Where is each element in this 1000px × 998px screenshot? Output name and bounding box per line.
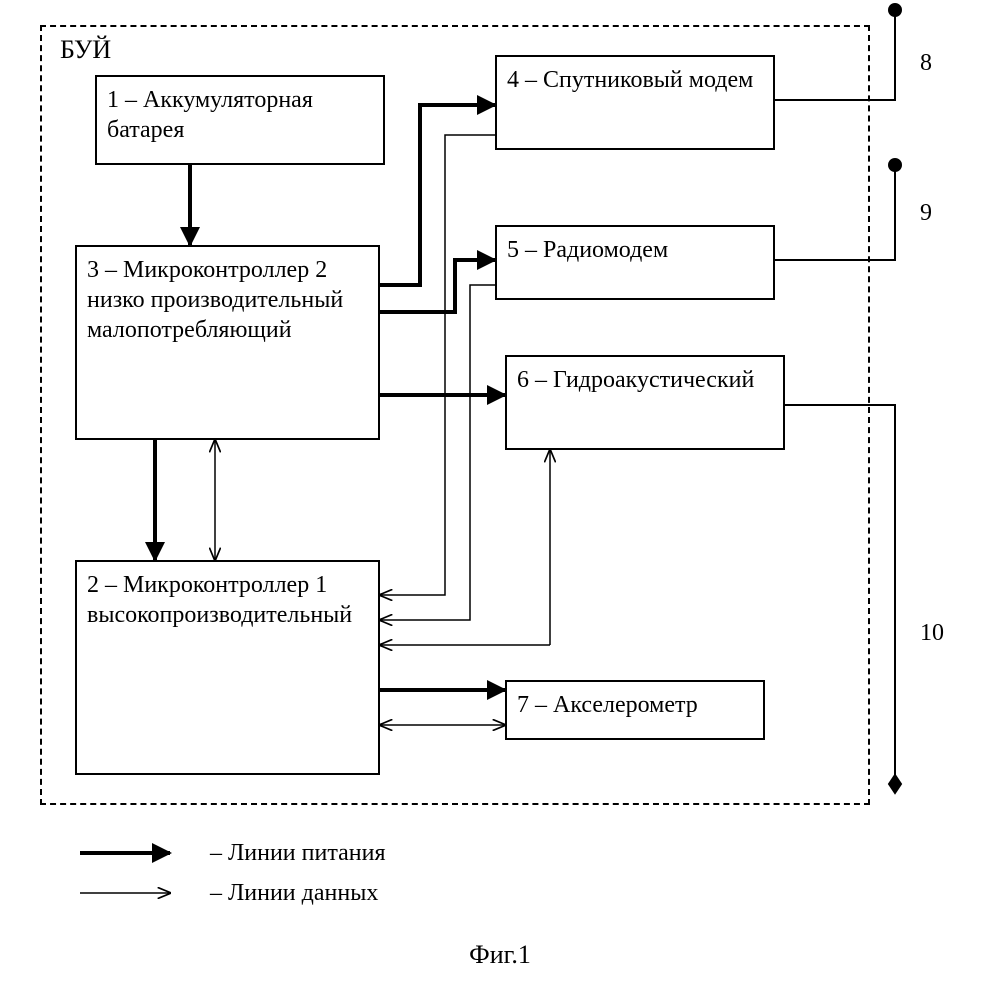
- power-lines: [155, 105, 505, 690]
- data-lines: [215, 135, 550, 725]
- legend-data-label: – Линии данных: [210, 880, 378, 907]
- figure-caption: Фиг.1: [0, 940, 1000, 970]
- external-lines: [775, 4, 901, 793]
- legend-power-label: – Линии питания: [210, 840, 386, 867]
